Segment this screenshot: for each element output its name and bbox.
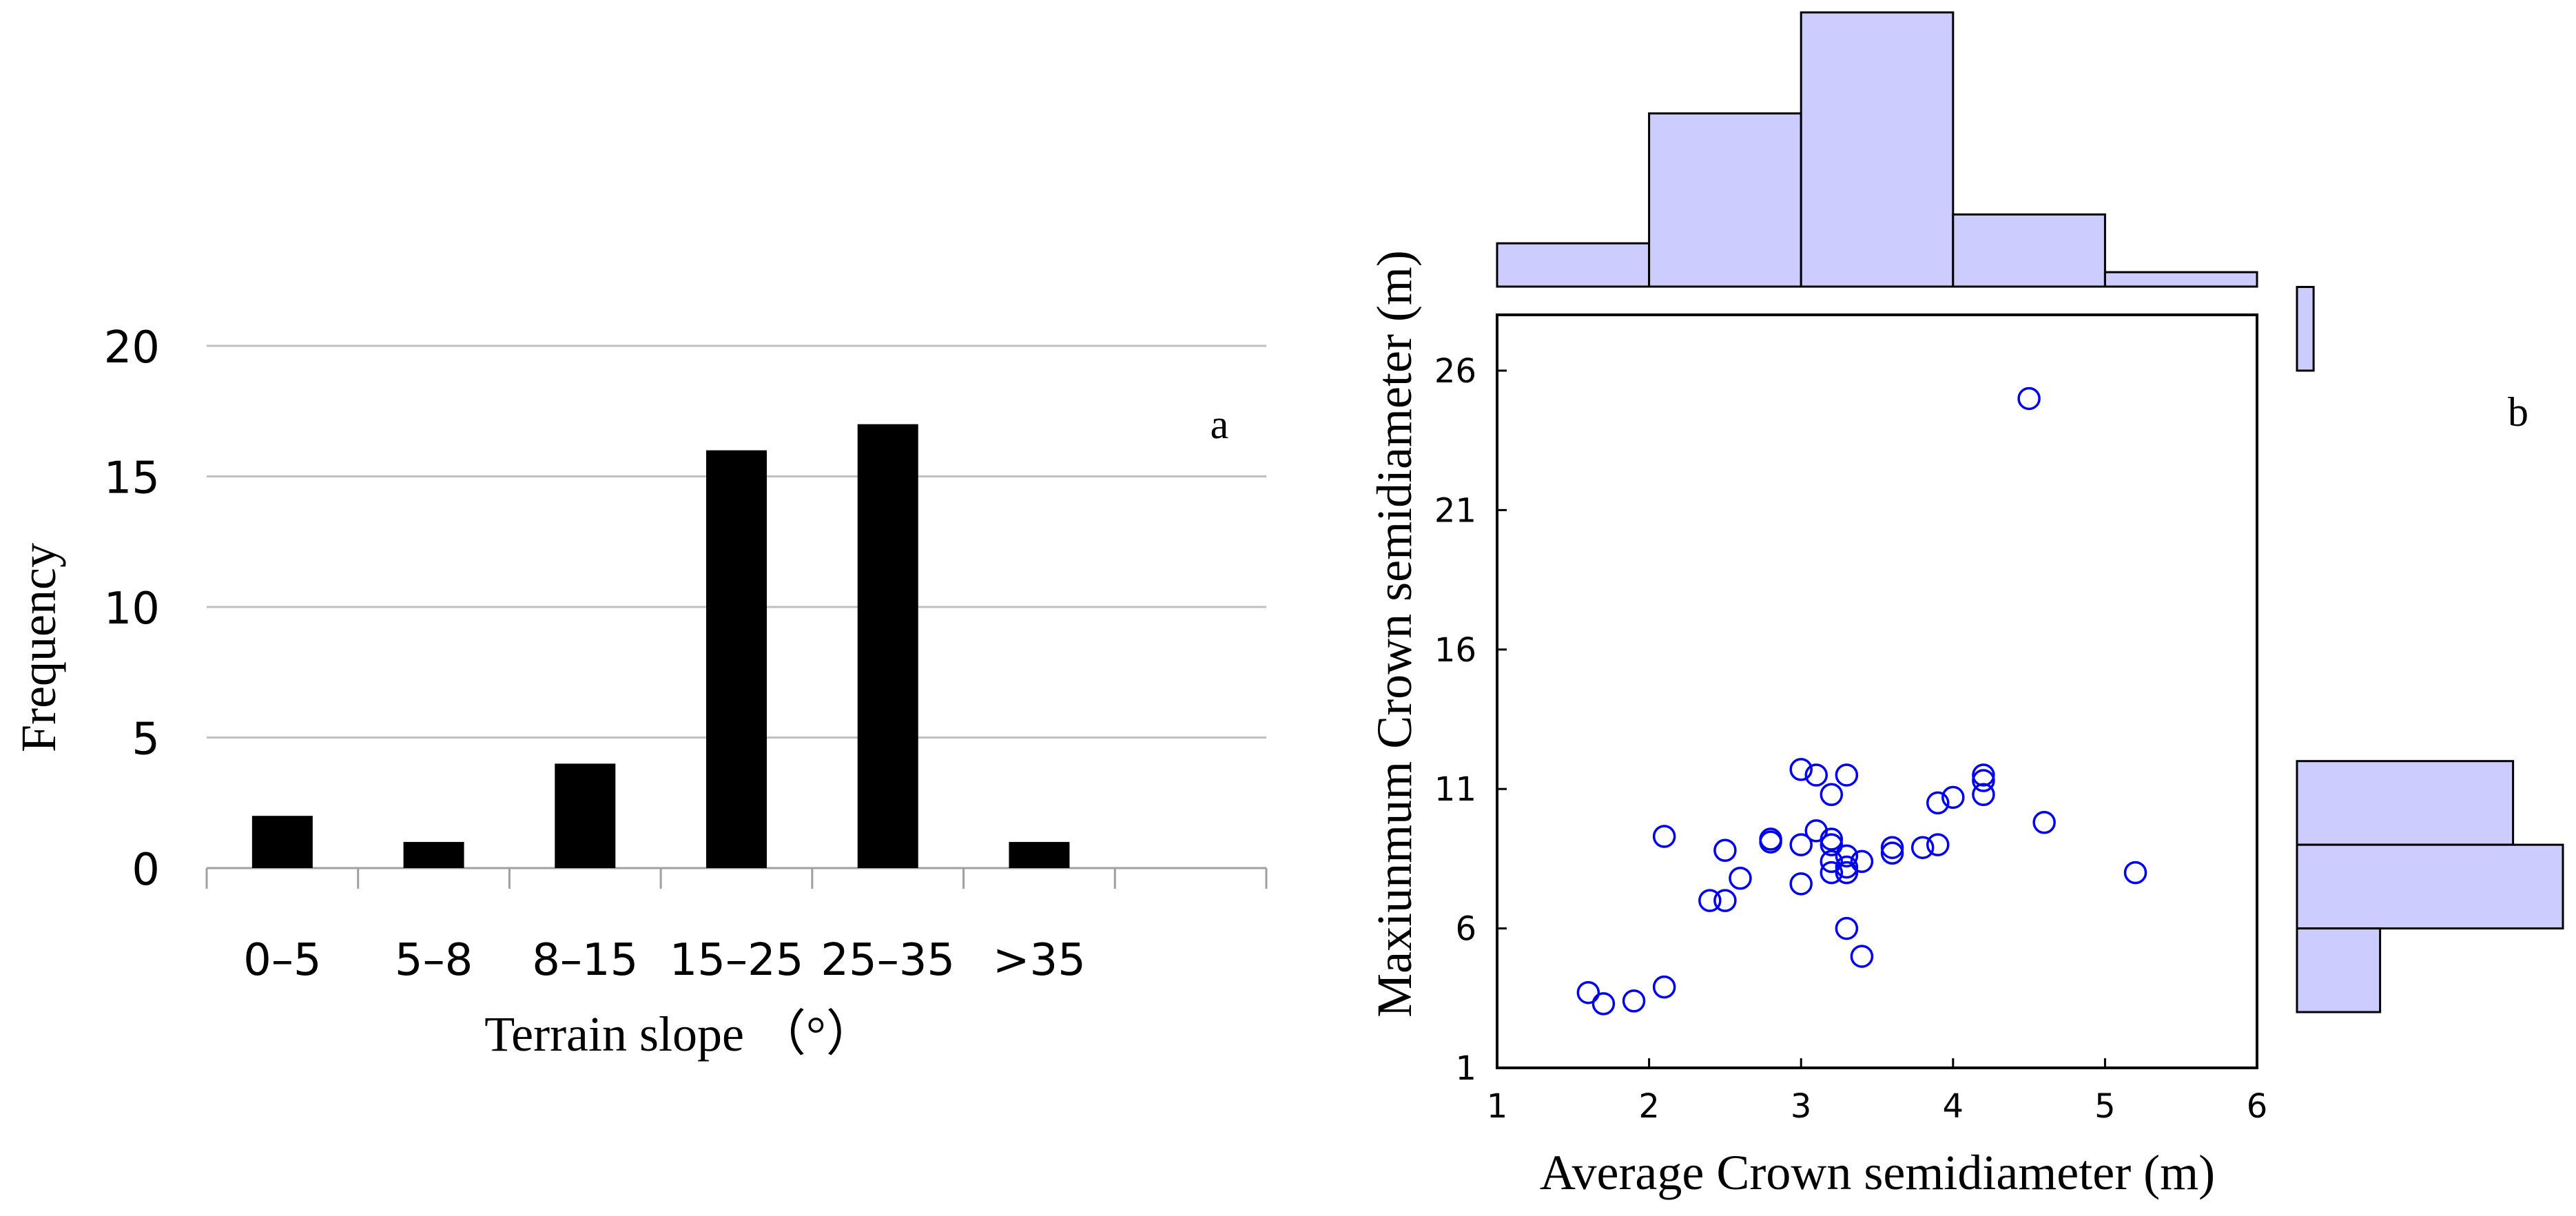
scatter-point <box>1789 833 1813 856</box>
scatter-point <box>1789 758 1813 781</box>
scatter-x-tick-label: 6 <box>2247 1087 2268 1126</box>
scatter-point <box>1713 838 1737 862</box>
scatter-point <box>1835 916 1859 940</box>
scatter-y-tick-label: 11 <box>1434 770 1476 809</box>
bar-chart-y-tick-labels: 0 5 10 15 20 <box>104 322 160 896</box>
bar-chart-x-tick-label: 0–5 <box>243 935 321 986</box>
scatter-y-tick-label: 21 <box>1434 491 1476 530</box>
x-histogram-bar <box>1648 112 1802 288</box>
scatter-point <box>1820 833 1844 856</box>
scatter-points <box>1576 387 2147 1016</box>
y-histogram-bar <box>2296 286 2315 372</box>
scatter-point <box>1804 763 1828 787</box>
scatter-point <box>1729 866 1752 890</box>
scatter-point <box>1576 980 1600 1004</box>
bar-chart-panel-a: 0 5 10 15 20 0–5 5–8 8–15 15–25 25–35 >35 Terrain… <box>11 322 1268 1062</box>
scatter-x-tick-label: 5 <box>2094 1087 2116 1126</box>
scatter-point <box>1820 783 1844 807</box>
panel-a-label: a <box>1210 402 1229 447</box>
bar-chart-x-tick-label: >35 <box>993 935 1086 986</box>
bar <box>857 424 918 868</box>
scatter-y-tick-label: 6 <box>1455 910 1476 949</box>
scatter-point <box>1880 836 1904 859</box>
y-histogram-bar <box>2296 927 2382 1013</box>
scatter-y-tick-label: 1 <box>1455 1049 1476 1088</box>
scatter-point <box>1820 861 1844 885</box>
scatter-point <box>2017 387 2041 411</box>
scatter-point <box>1652 975 1676 999</box>
scatter-point <box>1850 849 1874 874</box>
y-histogram-bar <box>2296 843 2564 930</box>
scatter-x-tick-label: 4 <box>1943 1087 1964 1126</box>
bar-chart-x-tick-label: 15–25 <box>670 935 804 986</box>
scatter-point <box>1835 763 1859 787</box>
scatter-point <box>1622 989 1646 1013</box>
bar-chart-y-axis-label: Frequency <box>11 543 66 752</box>
scatter-x-axis-label: Average Crown semidiameter (m) <box>1540 1145 2215 1200</box>
scatter-point <box>1789 872 1813 896</box>
x-histogram-bar <box>2103 271 2258 288</box>
panel-b-label: b <box>2508 389 2528 435</box>
scatter-point <box>1941 785 1965 810</box>
y-histogram-bar <box>2296 760 2515 846</box>
bar-chart-y-tick-label: 5 <box>132 714 160 765</box>
bar <box>706 450 767 868</box>
scatter-x-tick-label: 1 <box>1487 1087 1508 1126</box>
bar <box>403 842 464 868</box>
bar-chart-y-tick-label: 20 <box>104 322 160 373</box>
scatter-point <box>1926 791 1950 815</box>
bar <box>1009 842 1070 868</box>
scatter-point <box>1880 841 1904 865</box>
x-histogram-bar <box>1800 11 1955 288</box>
scatter-y-tick-label: 26 <box>1434 352 1476 391</box>
scatter-y-axis-label: Maxiunmum Crown semidiameter (m) <box>1367 250 1422 1018</box>
bar-chart-y-tick-label: 10 <box>104 584 160 635</box>
scatter-plot-frame <box>1496 313 2258 1069</box>
scatter-point <box>1835 861 1859 885</box>
y-marginal-histogram <box>2296 286 2564 1013</box>
scatter-point <box>1759 830 1782 854</box>
bar <box>251 816 313 868</box>
scatter-point <box>1713 889 1737 912</box>
x-histogram-bar <box>1496 242 1651 288</box>
bar <box>555 763 616 868</box>
scatter-point <box>1972 769 1995 792</box>
x-marginal-histogram <box>1496 11 2258 288</box>
scatter-point <box>1820 849 1844 874</box>
bar-chart-y-tick-label: 15 <box>104 453 160 504</box>
scatter-y-tick-label: 16 <box>1434 631 1476 670</box>
scatter-point <box>2123 861 2147 885</box>
bar-chart-x-tick-label: 8–15 <box>532 935 638 986</box>
scatter-point <box>1820 827 1844 851</box>
scatter-point <box>1591 992 1616 1016</box>
scatter-point <box>2032 811 2056 834</box>
scatter-point <box>1835 844 1859 868</box>
bar-chart-x-tick-labels: 0–5 5–8 8–15 15–25 25–35 >35 <box>243 935 1086 986</box>
scatter-point <box>1850 945 1874 968</box>
scatter-tick-marks <box>1496 369 2258 1069</box>
scatter-x-tick-label: 3 <box>1791 1087 1812 1126</box>
bar-chart-y-tick-label: 0 <box>132 845 160 896</box>
scatter-x-tick-labels: 1 2 3 4 5 6 <box>1487 1087 2268 1126</box>
scatter-x-tick-label: 2 <box>1638 1087 1660 1126</box>
bar-chart-bars <box>251 424 1070 868</box>
scatter-point <box>1910 836 1935 859</box>
bar-chart-x-axis-label: Terrain slope （°） <box>484 1007 876 1062</box>
scatter-point <box>1926 833 1950 856</box>
bar-chart-x-tick-label: 25–35 <box>821 935 955 986</box>
x-histogram-bar <box>1952 213 2106 288</box>
scatter-point <box>1652 825 1676 848</box>
scatter-point <box>1698 889 1722 912</box>
scatter-point <box>1972 783 1995 807</box>
bar-chart-x-tick-label: 5–8 <box>395 935 473 986</box>
scatter-point <box>1835 855 1859 879</box>
